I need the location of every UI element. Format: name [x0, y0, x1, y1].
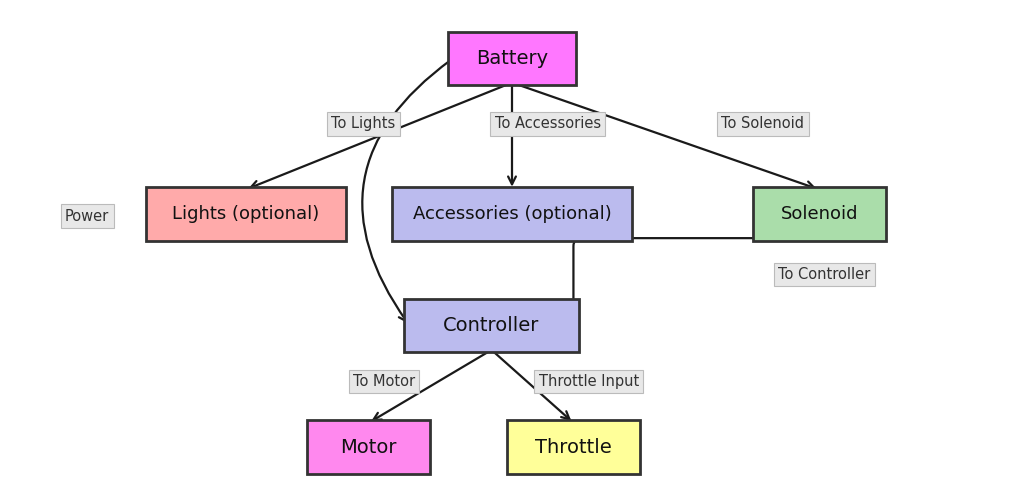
- Text: To Accessories: To Accessories: [495, 117, 601, 131]
- Text: Battery: Battery: [476, 49, 548, 68]
- Text: Power: Power: [65, 209, 110, 224]
- Text: Throttle: Throttle: [536, 437, 611, 457]
- Text: Lights (optional): Lights (optional): [172, 205, 319, 223]
- Text: Motor: Motor: [340, 437, 397, 457]
- Text: To Solenoid: To Solenoid: [721, 117, 805, 131]
- Text: Accessories (optional): Accessories (optional): [413, 205, 611, 223]
- Text: Solenoid: Solenoid: [780, 205, 858, 223]
- Text: Throttle Input: Throttle Input: [539, 374, 639, 389]
- FancyBboxPatch shape: [307, 420, 430, 474]
- Text: To Motor: To Motor: [353, 374, 415, 389]
- FancyBboxPatch shape: [391, 187, 633, 241]
- FancyBboxPatch shape: [449, 32, 575, 85]
- Text: To Lights: To Lights: [332, 117, 395, 131]
- Text: To Controller: To Controller: [778, 267, 870, 282]
- FancyBboxPatch shape: [753, 187, 886, 241]
- FancyBboxPatch shape: [404, 299, 579, 352]
- Text: Controller: Controller: [443, 316, 540, 335]
- FancyBboxPatch shape: [507, 420, 640, 474]
- FancyBboxPatch shape: [145, 187, 346, 241]
